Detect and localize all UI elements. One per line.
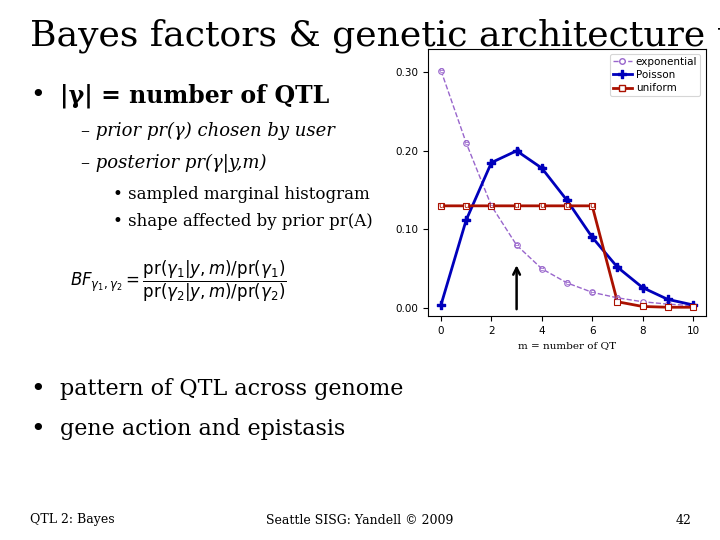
Text: p: p [640,283,645,292]
Text: QTL 2: Bayes: QTL 2: Bayes [30,514,115,526]
Text: u: u [514,201,519,211]
Text: e: e [464,138,469,147]
Text: e: e [539,264,544,273]
Text: Bayes factors & genetic architecture γ: Bayes factors & genetic architecture γ [30,19,720,53]
Text: – prior pr(γ) chosen by user: – prior pr(γ) chosen by user [81,122,335,140]
Text: u: u [438,201,444,211]
Text: •: • [30,418,45,442]
Text: p: p [489,158,494,167]
Text: e: e [489,201,494,211]
Text: p: p [464,215,469,225]
Legend: exponential, Poisson, uniform: exponential, Poisson, uniform [610,54,701,96]
Text: • sampled marginal histogram: • sampled marginal histogram [113,186,370,203]
Text: u: u [489,201,494,211]
Text: e: e [615,293,620,302]
Text: e: e [564,279,570,287]
Text: e: e [590,288,595,297]
Text: u: u [464,201,469,211]
Text: 42: 42 [675,514,691,526]
Text: •: • [30,84,45,107]
Text: pattern of QTL across genome: pattern of QTL across genome [60,378,404,400]
Text: •: • [30,378,45,401]
X-axis label: m = number of QT: m = number of QT [518,341,616,350]
Text: e: e [514,241,519,249]
Text: p: p [539,164,544,173]
Text: e: e [438,66,444,75]
Text: • shape affected by prior pr(A): • shape affected by prior pr(A) [113,213,373,230]
Text: p: p [564,196,570,205]
Text: $BF_{\gamma_1,\gamma_2} = \dfrac{\mathrm{pr}(\gamma_1|y,m)/\mathrm{pr}(\gamma_1): $BF_{\gamma_1,\gamma_2} = \dfrac{\mathrm… [70,259,287,305]
Text: p: p [590,233,595,242]
Text: u: u [590,201,595,211]
Text: – posterior pr(γ|y,m): – posterior pr(γ|y,m) [81,154,266,173]
Text: p: p [514,146,519,156]
Text: |γ| = number of QTL: |γ| = number of QTL [60,84,330,108]
Text: u: u [539,201,544,211]
Text: u: u [564,201,570,211]
Text: Seattle SISG: Yandell © 2009: Seattle SISG: Yandell © 2009 [266,514,454,526]
Text: gene action and epistasis: gene action and epistasis [60,418,346,441]
Text: p: p [615,262,620,272]
